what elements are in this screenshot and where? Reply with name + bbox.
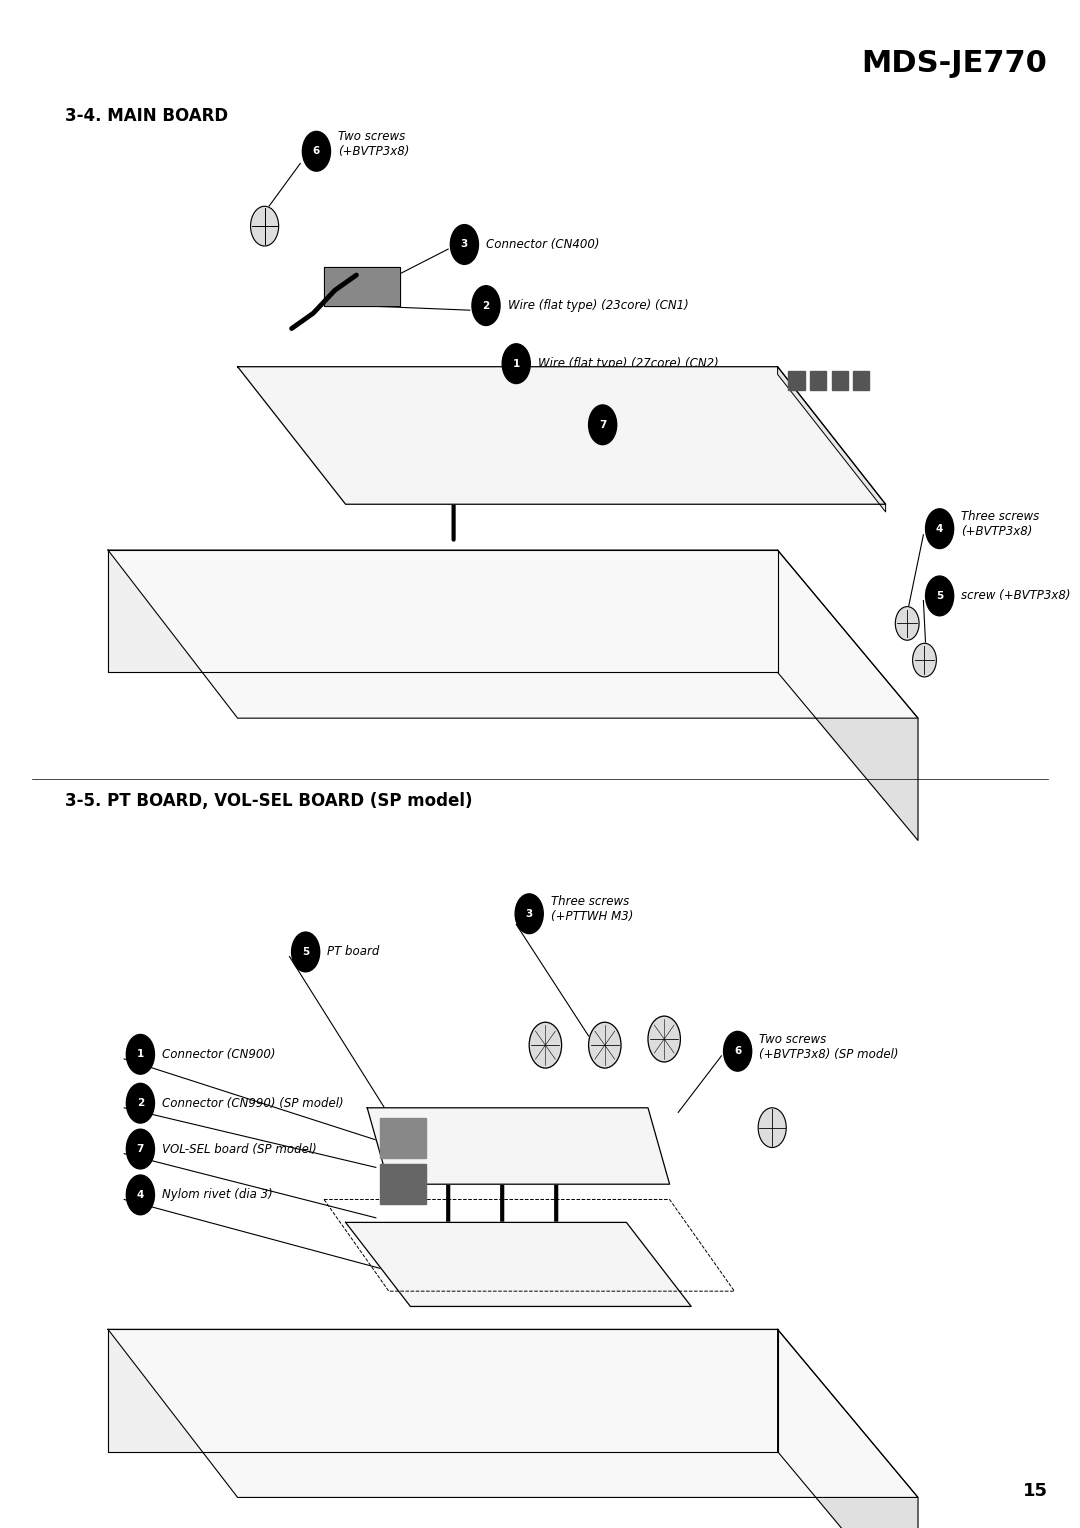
Text: 6: 6 [734, 1047, 741, 1056]
Circle shape [292, 932, 320, 972]
Text: screw (+BVTP3x8): screw (+BVTP3x8) [961, 590, 1070, 602]
Bar [380, 1164, 426, 1204]
Circle shape [758, 1108, 786, 1148]
Text: 4: 4 [137, 1190, 144, 1199]
Circle shape [126, 1034, 154, 1074]
Bar [810, 371, 826, 390]
Text: Connector (CN400): Connector (CN400) [486, 238, 599, 251]
Text: 15: 15 [1023, 1482, 1048, 1500]
Text: 1: 1 [137, 1050, 144, 1059]
Circle shape [472, 286, 500, 325]
Polygon shape [778, 550, 918, 840]
Text: Three screws
(+PTTWH M3): Three screws (+PTTWH M3) [551, 895, 633, 923]
Text: 7: 7 [137, 1144, 144, 1154]
Polygon shape [346, 1222, 691, 1306]
Text: Wire (flat type) (27core) (CN2): Wire (flat type) (27core) (CN2) [538, 358, 718, 370]
Text: 4: 4 [936, 524, 943, 533]
Circle shape [913, 643, 936, 677]
Circle shape [648, 1016, 680, 1062]
Polygon shape [108, 1329, 778, 1452]
Circle shape [251, 206, 279, 246]
Text: Nylom rivet (dia 3): Nylom rivet (dia 3) [162, 1189, 273, 1201]
Circle shape [724, 1031, 752, 1071]
Polygon shape [108, 1329, 918, 1497]
Circle shape [589, 405, 617, 445]
Bar [832, 371, 848, 390]
Text: 3: 3 [526, 909, 532, 918]
Text: 2: 2 [137, 1099, 144, 1108]
Text: Two screws
(+BVTP3x8) (SP model): Two screws (+BVTP3x8) (SP model) [759, 1033, 899, 1060]
Text: 3: 3 [461, 240, 468, 249]
Circle shape [502, 344, 530, 384]
Text: Three screws
(+BVTP3x8): Three screws (+BVTP3x8) [961, 510, 1039, 538]
Text: Connector (CN900): Connector (CN900) [162, 1048, 275, 1060]
Text: VOL-SEL board (SP model): VOL-SEL board (SP model) [162, 1143, 316, 1155]
Circle shape [302, 131, 330, 171]
Bar [788, 371, 805, 390]
Circle shape [926, 576, 954, 616]
Polygon shape [324, 267, 400, 306]
Text: 3-4. MAIN BOARD: 3-4. MAIN BOARD [65, 107, 228, 125]
Circle shape [515, 894, 543, 934]
Circle shape [450, 225, 478, 264]
Polygon shape [238, 367, 886, 504]
Circle shape [529, 1022, 562, 1068]
Circle shape [589, 1022, 621, 1068]
Circle shape [926, 509, 954, 549]
Polygon shape [778, 1329, 918, 1528]
Polygon shape [367, 1108, 670, 1184]
Text: PT board: PT board [327, 946, 379, 958]
Text: 2: 2 [483, 301, 489, 310]
Text: Two screws
(+BVTP3x8): Two screws (+BVTP3x8) [338, 130, 409, 157]
Circle shape [126, 1083, 154, 1123]
Text: 5: 5 [302, 947, 309, 957]
Text: Connector (CN990) (SP model): Connector (CN990) (SP model) [162, 1097, 343, 1109]
Text: MAIN board: MAIN board [624, 419, 692, 431]
Bar [380, 1118, 426, 1158]
Polygon shape [778, 367, 886, 512]
Text: 3-5. PT BOARD, VOL-SEL BOARD (SP model): 3-5. PT BOARD, VOL-SEL BOARD (SP model) [65, 792, 472, 810]
Polygon shape [108, 550, 918, 718]
Polygon shape [108, 550, 778, 672]
Text: Wire (flat type) (23core) (CN1): Wire (flat type) (23core) (CN1) [508, 299, 688, 312]
Text: 6: 6 [313, 147, 320, 156]
Text: 7: 7 [599, 420, 606, 429]
Circle shape [126, 1175, 154, 1215]
Text: MDS-JE770: MDS-JE770 [862, 49, 1048, 78]
Circle shape [126, 1129, 154, 1169]
Circle shape [895, 607, 919, 640]
Bar [853, 371, 869, 390]
Text: 1: 1 [513, 359, 519, 368]
Text: 5: 5 [936, 591, 943, 601]
